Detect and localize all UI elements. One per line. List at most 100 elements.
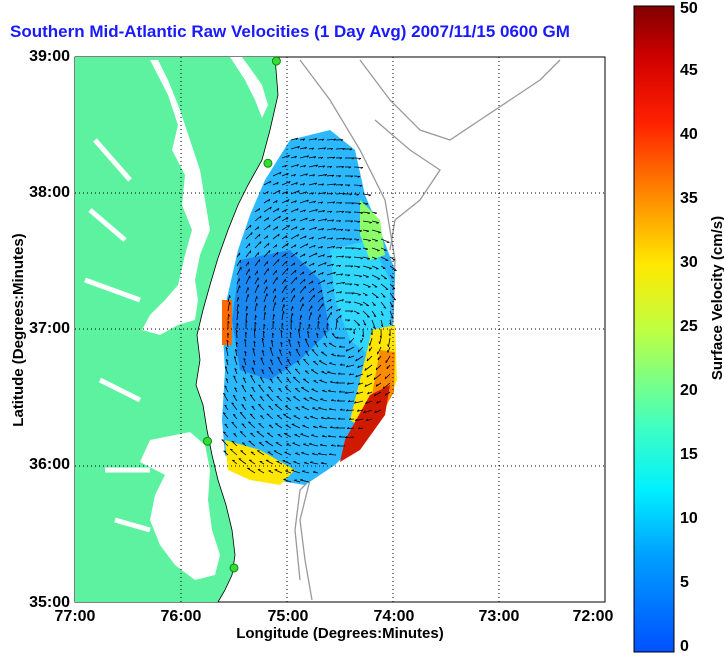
velocity-vector — [257, 469, 265, 474]
bathymetry-contour — [374, 119, 441, 251]
velocity-vector — [294, 434, 301, 438]
velocity-vector-head — [280, 329, 283, 333]
velocity-vector — [241, 385, 247, 393]
velocity-vector — [281, 217, 289, 222]
velocity-vector-head — [276, 182, 279, 185]
y-tick-label: 36:00 — [29, 456, 70, 473]
velocity-vector-head — [303, 278, 306, 282]
velocity-vector-head — [320, 289, 323, 293]
velocity-vector-head — [330, 192, 334, 196]
velocity-vector-head — [276, 251, 279, 255]
velocity-vector-head — [365, 203, 369, 205]
velocity-vector — [318, 360, 328, 366]
velocity-vector — [281, 285, 287, 294]
velocity-vector-head — [319, 443, 323, 446]
velocity-vector-head — [303, 358, 306, 361]
velocity-vector — [389, 283, 396, 290]
velocity-vector-head — [261, 349, 265, 353]
velocity-vector — [346, 427, 355, 430]
velocity-vector — [290, 182, 298, 186]
velocity-vector — [263, 242, 270, 249]
velocity-vector — [263, 217, 270, 222]
velocity-vector — [254, 233, 261, 240]
velocity-vector-head — [241, 423, 245, 425]
velocity-vector — [290, 269, 297, 276]
velocity-vector-head — [338, 264, 342, 268]
velocity-vector-head — [249, 224, 252, 228]
velocity-vector — [272, 171, 282, 177]
velocity-vector — [268, 405, 274, 411]
velocity-vector — [362, 265, 372, 269]
velocity-vector — [254, 303, 258, 312]
velocity-vector-head — [368, 343, 371, 346]
velocity-vector-head — [358, 294, 361, 296]
velocity-vector-head — [338, 345, 342, 348]
velocity-vector — [303, 443, 310, 447]
velocity-vector-head — [379, 335, 382, 339]
velocity-vector — [288, 339, 292, 348]
velocity-vector-head — [272, 320, 275, 324]
velocity-vector — [248, 459, 256, 465]
velocity-vector — [263, 312, 266, 321]
velocity-vector — [335, 237, 345, 240]
bathymetry-contour — [299, 479, 313, 601]
velocity-vector-head — [357, 175, 361, 178]
velocity-vector — [272, 226, 279, 231]
velocity-vector — [272, 251, 279, 258]
velocity-vector — [272, 181, 279, 186]
velocity-vector — [373, 391, 382, 397]
velocity-vector-head — [236, 322, 239, 326]
velocity-vector-head — [342, 148, 346, 151]
velocity-vector — [291, 469, 301, 474]
velocity-vector-head — [278, 215, 281, 219]
velocity-vector — [371, 274, 381, 280]
velocity-vector — [353, 301, 363, 306]
velocity-vector — [302, 425, 310, 429]
velocity-vector — [326, 281, 333, 285]
velocity-vector-head — [258, 384, 261, 387]
velocity-vector — [281, 181, 291, 186]
velocity-vector — [331, 333, 337, 339]
velocity-vector — [268, 386, 274, 393]
velocity-vector — [312, 407, 319, 411]
velocity-vector — [274, 469, 283, 474]
velocity-vector — [328, 454, 337, 456]
velocity-vector — [345, 346, 355, 352]
velocity-vector — [385, 355, 391, 364]
velocity-vector-head — [294, 479, 297, 481]
grid-lines — [75, 57, 605, 602]
bathymetry-contour — [359, 59, 561, 141]
velocity-vector — [299, 146, 307, 150]
velocity-vector — [319, 380, 328, 384]
velocity-vector — [366, 373, 373, 378]
velocity-vector-head — [314, 227, 317, 230]
velocity-vector — [388, 337, 391, 347]
velocity-vector-head — [286, 268, 289, 271]
velocity-vector — [224, 385, 229, 393]
velocity-vector-head — [331, 263, 335, 267]
velocity-vector — [330, 381, 337, 384]
velocity-vector — [226, 340, 229, 348]
velocity-vector — [282, 460, 292, 465]
velocity-vector — [308, 262, 315, 267]
velocity-vector — [239, 412, 247, 420]
velocity-vector-head — [293, 218, 296, 222]
velocity-vector — [299, 217, 308, 222]
velocity-vector-head — [305, 217, 308, 221]
velocity-vector-head — [356, 239, 360, 241]
velocity-vector — [290, 313, 293, 321]
velocity-field-coastal-strip — [222, 300, 232, 345]
velocity-vector — [249, 394, 256, 402]
velocity-vector-head — [384, 376, 387, 380]
velocity-vector-head — [242, 365, 245, 368]
velocity-vector — [277, 356, 283, 366]
velocity-vector-head — [376, 400, 379, 404]
station-marker — [263, 158, 273, 168]
velocity-vector — [326, 138, 336, 141]
velocity-vector — [280, 330, 283, 339]
velocity-vector-head — [337, 417, 341, 420]
velocity-vector — [308, 174, 315, 177]
velocity-vector-head — [301, 451, 304, 454]
velocity-vector-head — [364, 368, 367, 371]
velocity-vector-head — [242, 396, 246, 399]
